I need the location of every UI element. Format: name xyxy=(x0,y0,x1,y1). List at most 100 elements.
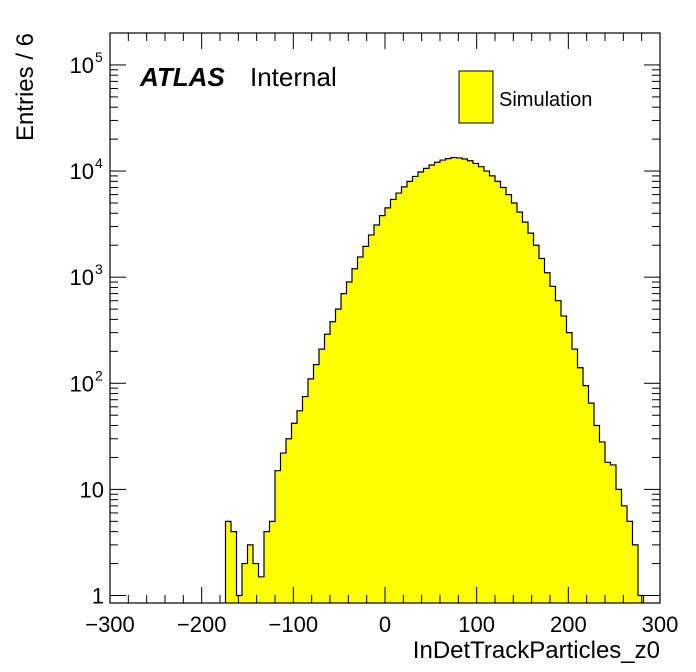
histogram-bar xyxy=(286,438,292,603)
histogram-bar xyxy=(473,163,479,604)
histogram-bar xyxy=(583,385,589,603)
histogram-bar xyxy=(253,563,259,603)
y-tick-exponent: 4 xyxy=(95,155,103,171)
histogram-bar xyxy=(451,157,457,603)
x-tick-labels: −300 −200 −100 0 100 200 300 xyxy=(85,612,678,637)
histogram-bar xyxy=(352,268,358,603)
y-tick-label: 1 xyxy=(92,584,104,609)
histogram-bar xyxy=(390,199,397,603)
histogram-bar xyxy=(319,349,325,603)
histogram-bar xyxy=(638,595,644,603)
y-tick-exponent: 2 xyxy=(95,367,103,383)
histogram-bar xyxy=(258,576,265,603)
y-tick-base: 10 xyxy=(70,265,94,290)
histogram-bar xyxy=(297,410,303,603)
histogram-bar xyxy=(330,321,336,603)
histogram-bar xyxy=(511,203,518,603)
x-tick-label: 300 xyxy=(642,612,679,637)
x-tick-label: 0 xyxy=(379,612,391,637)
histogram-bar xyxy=(467,160,474,603)
histogram-bar xyxy=(445,158,452,604)
histogram-bar xyxy=(346,282,353,603)
histogram-bar xyxy=(275,470,281,603)
histogram-bar xyxy=(594,425,600,603)
histogram-bar xyxy=(572,349,578,603)
histogram-bar xyxy=(533,245,540,603)
legend-swatch xyxy=(458,70,494,124)
histogram-bar xyxy=(368,234,375,604)
histogram-bar xyxy=(610,464,617,603)
y-tick-base: 10 xyxy=(70,53,94,78)
x-tick-label: −300 xyxy=(85,612,135,637)
histogram-bar xyxy=(242,563,248,603)
legend-entry-simulation: Simulation xyxy=(499,89,592,111)
histogram-bar xyxy=(412,176,419,604)
histogram-bar xyxy=(341,293,347,603)
y-tick-label: 10 5 xyxy=(70,49,103,78)
histogram-bar xyxy=(302,396,309,603)
histogram-bar xyxy=(418,171,424,603)
internal-label: Internal xyxy=(250,62,337,92)
histogram-bar xyxy=(566,332,573,603)
x-tick-label: −200 xyxy=(177,612,227,637)
y-tick-exponent: 5 xyxy=(95,49,103,65)
y-tick-base: 10 xyxy=(70,371,94,396)
y-tick-label: 10 3 xyxy=(70,261,103,290)
histogram-bar xyxy=(335,309,342,603)
histogram-bar xyxy=(434,162,441,603)
histogram-bar xyxy=(478,166,485,603)
histogram-bar xyxy=(324,334,331,603)
histogram-bar xyxy=(423,168,430,603)
histogram-bar xyxy=(462,158,468,603)
axis-ticks xyxy=(109,32,661,603)
histogram-bar xyxy=(247,544,254,603)
histogram-bar xyxy=(555,300,562,603)
histogram-bar xyxy=(374,225,380,603)
histogram-bar xyxy=(456,157,463,603)
histogram-bar xyxy=(599,441,606,603)
histogram-bar xyxy=(396,193,402,603)
histogram-bar xyxy=(632,544,639,603)
histogram-bar xyxy=(605,462,611,603)
histogram-bars xyxy=(224,156,645,604)
histogram-bar xyxy=(231,531,237,603)
histogram-bar xyxy=(528,233,534,603)
y-tick-label: 10 xyxy=(80,477,104,502)
histogram-bar xyxy=(357,256,364,603)
histogram-bar xyxy=(264,531,270,603)
histogram-bar xyxy=(236,595,243,603)
histogram-bar xyxy=(280,453,287,603)
histogram-outline xyxy=(224,156,645,603)
y-axis-title: Entries / 6 xyxy=(12,33,39,141)
x-tick-label: 200 xyxy=(550,612,587,637)
atlas-label: ATLAS xyxy=(139,62,225,92)
x-tick-label: −100 xyxy=(269,612,319,637)
histogram-bar xyxy=(225,521,232,603)
histogram-bar xyxy=(429,165,435,603)
histogram-bar xyxy=(407,181,413,603)
histogram-bar xyxy=(539,258,545,603)
histogram-bar xyxy=(616,489,622,603)
histogram-bar xyxy=(621,505,628,603)
histogram-bar xyxy=(495,181,501,603)
histogram-bar xyxy=(577,367,584,603)
histogram-bar xyxy=(484,171,490,603)
x-axis-title: InDetTrackParticles_z0 xyxy=(413,637,660,664)
y-tick-label: 10 4 xyxy=(70,155,103,184)
histogram-bar xyxy=(544,272,551,603)
histogram-bar xyxy=(269,521,276,603)
histogram-bar xyxy=(500,187,507,604)
histogram-bar xyxy=(489,175,496,603)
histogram-bar xyxy=(308,378,314,603)
histogram-bar xyxy=(588,403,595,603)
y-tick-exponent: 3 xyxy=(95,261,103,277)
histogram-bar xyxy=(522,222,529,603)
x-tick-label: 100 xyxy=(458,612,495,637)
histogram-bar xyxy=(291,423,298,603)
histogram-bar xyxy=(401,186,408,604)
histogram-bar xyxy=(385,207,391,604)
y-tick-label: 10 2 xyxy=(70,367,103,396)
histogram-bar xyxy=(379,215,386,603)
